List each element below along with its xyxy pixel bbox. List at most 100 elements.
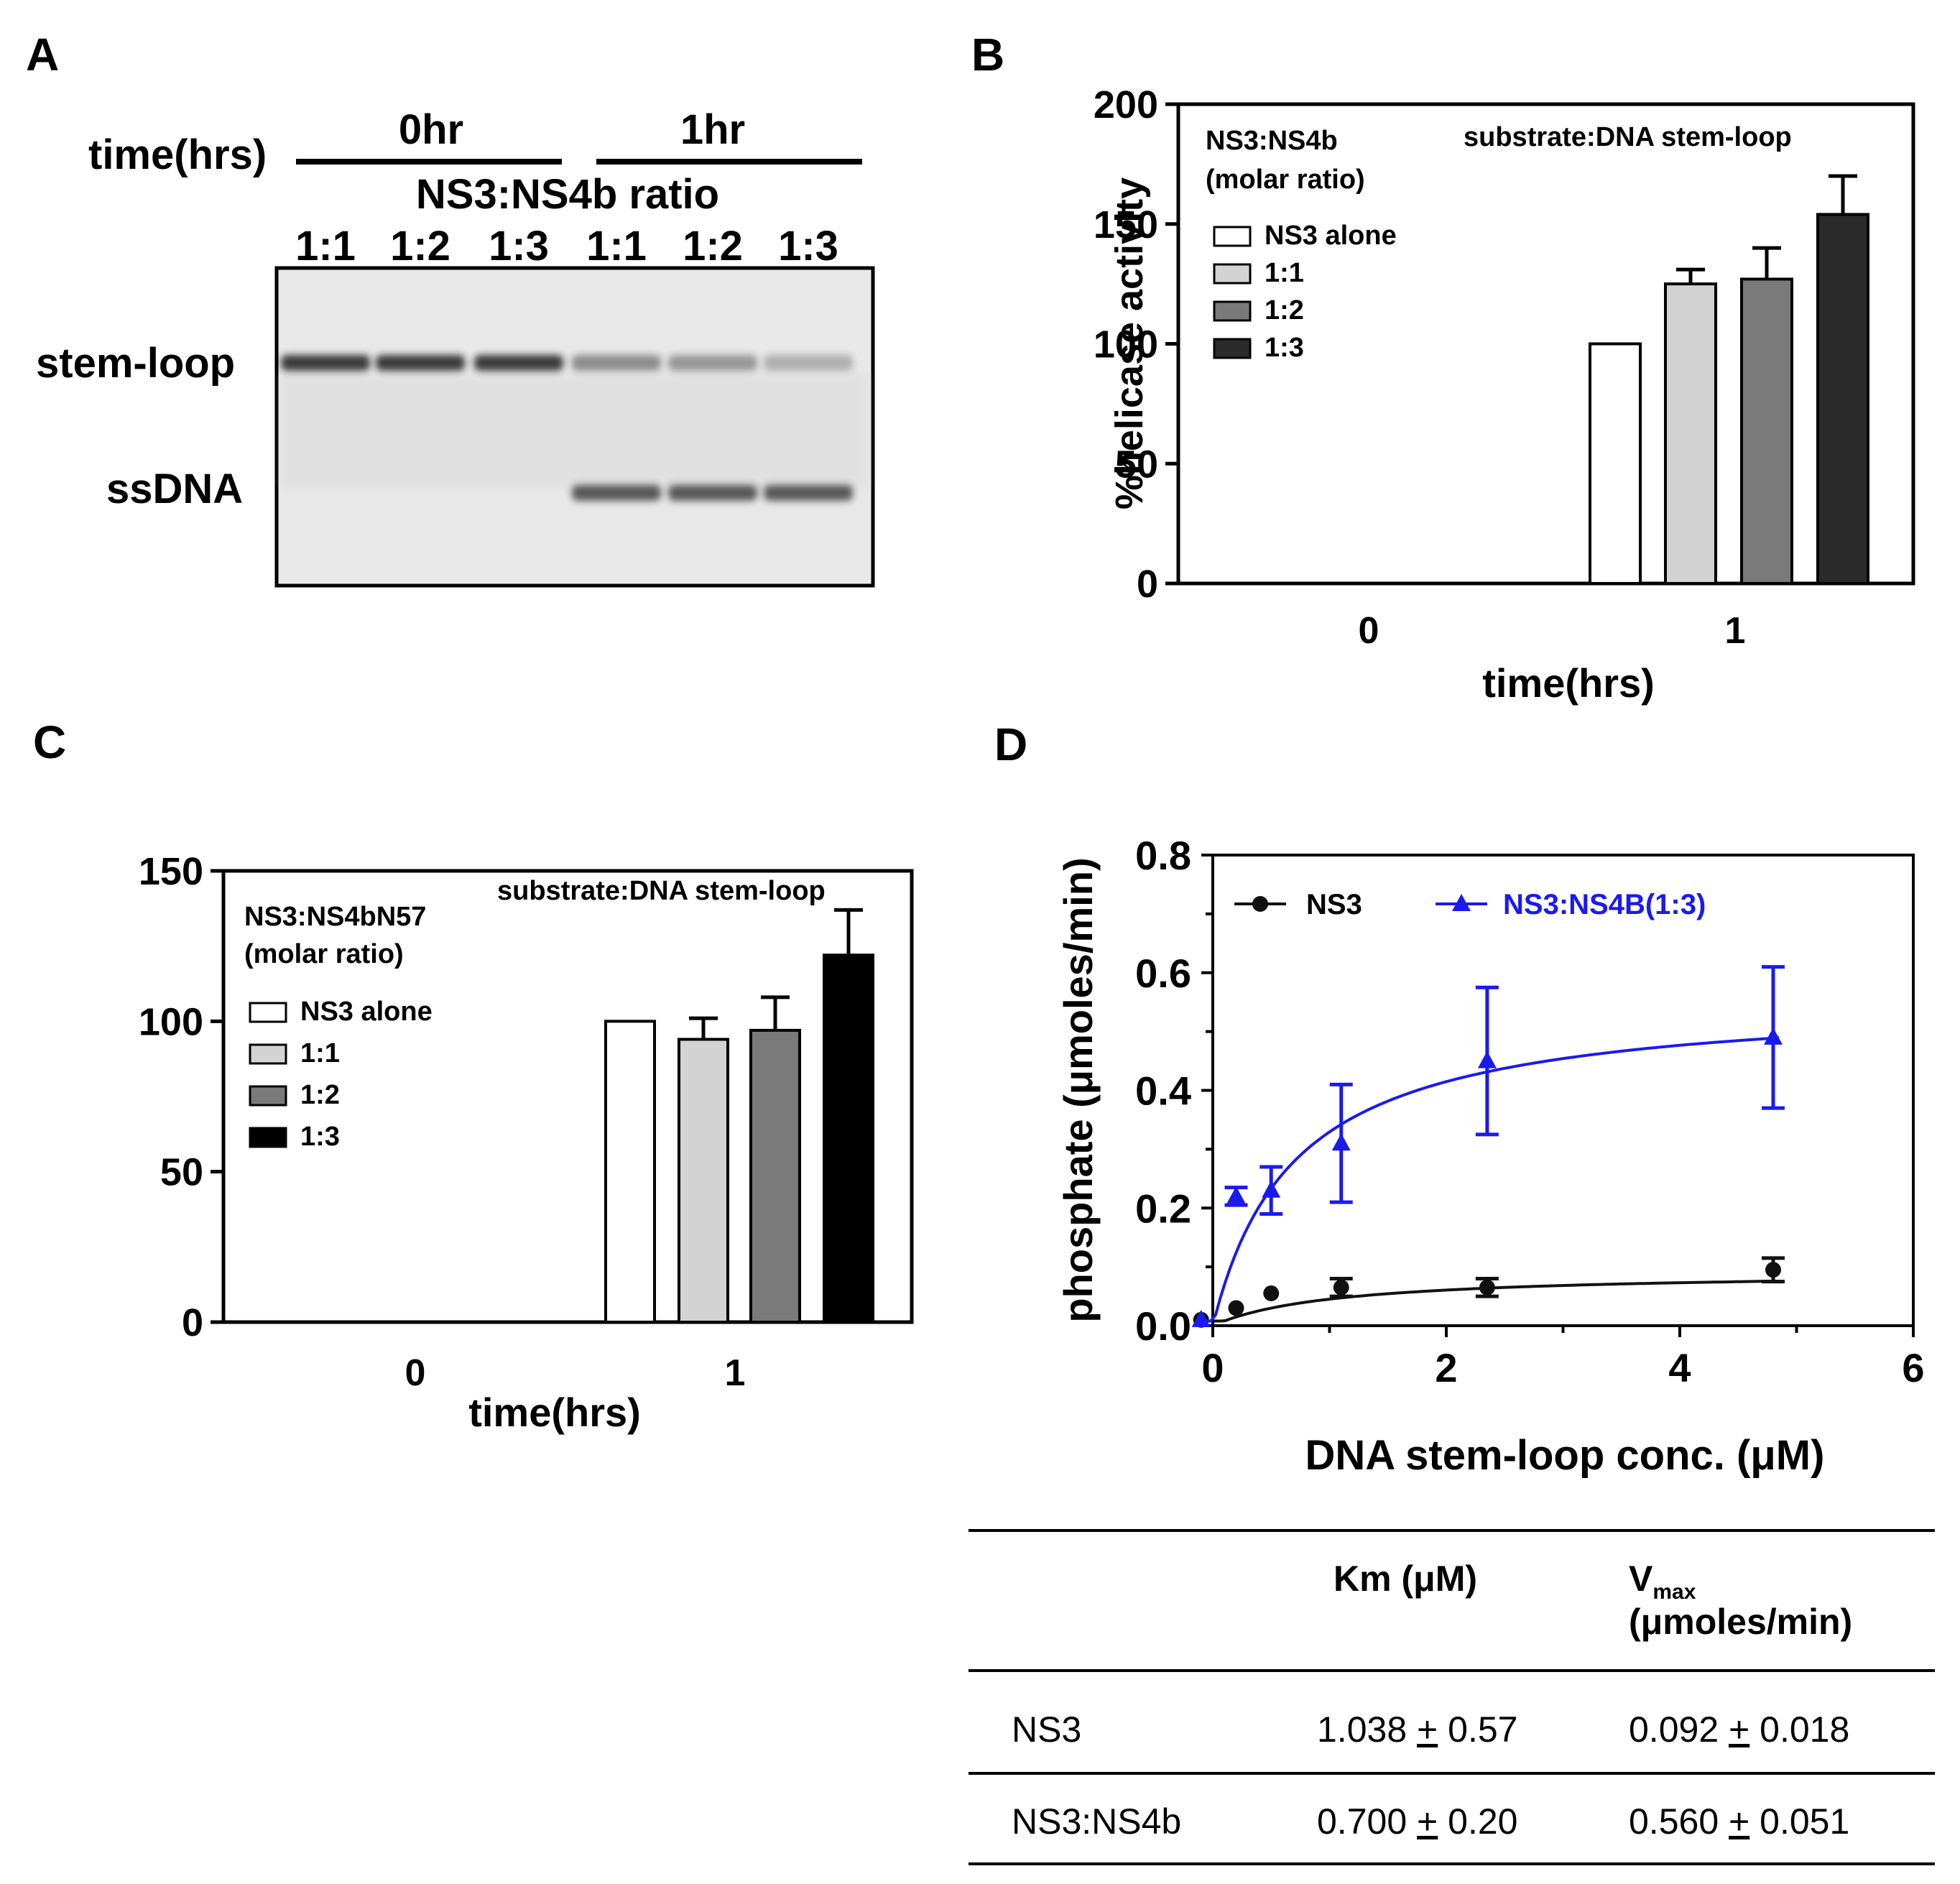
table-rule-top xyxy=(969,1529,1935,1532)
y-tick-label: 150 xyxy=(139,850,203,893)
band-label-ssdna: ssDNA xyxy=(106,466,243,512)
vmax-error: 0.018 xyxy=(1760,1709,1850,1750)
gel-band-stem-loop xyxy=(281,355,370,371)
bar-1-1 xyxy=(1664,282,1717,585)
x-tick-label: 2 xyxy=(1435,1345,1457,1390)
data-point-ns3 xyxy=(1765,1262,1781,1278)
plus-minus: + xyxy=(1417,1709,1438,1750)
data-point-ns3-ns4b xyxy=(1226,1186,1246,1204)
gel-band-ssdna xyxy=(764,485,853,501)
legend-label-ns3: NS3 xyxy=(1306,889,1362,920)
chart-d: 0 2 4 6 0.0 0.2 0.4 0.6 0.8 phosphate (μmoles/mi… xyxy=(1055,833,1925,1479)
plus-minus: + xyxy=(1729,1709,1750,1750)
legend-swatch xyxy=(249,1127,287,1148)
bar-1-2 xyxy=(749,1028,801,1324)
gel-band-ssdna xyxy=(572,485,661,501)
y-tick-label: 0.8 xyxy=(1135,833,1191,878)
y-tick-label: 100 xyxy=(1094,323,1158,366)
table-header-vmax: Vmax xyxy=(1629,1558,1696,1604)
gel-time-label: time(hrs) xyxy=(88,131,267,178)
data-point-ns3-ns4b xyxy=(1191,1309,1211,1327)
table-row-km: 1.038 + 0.57 xyxy=(1317,1709,1517,1750)
table-row-name: NS3 xyxy=(1012,1709,1082,1750)
gel-lane-label: 1:1 xyxy=(586,223,647,269)
legend-label: 1:3 xyxy=(300,1122,340,1152)
chart-c-xtick-1: 1 xyxy=(725,1352,746,1394)
bar-1-1 xyxy=(678,1038,729,1324)
chart-b-xlabel: time(hrs) xyxy=(1482,660,1655,706)
gel-ratio-title: NS3:NS4b ratio xyxy=(416,171,719,218)
legend-label: 1:1 xyxy=(300,1038,340,1068)
gel-panel: time(hrs) 0hr 1hr NS3:NS4b ratio 1:1 1:2 1… xyxy=(36,106,875,588)
vmax-value: 0.092 xyxy=(1629,1709,1719,1750)
chart-c: 0 50 100 150 0 1 time(hrs) substrate:DNA st… xyxy=(139,850,914,1435)
legend-swatch xyxy=(249,1043,287,1065)
table-header-max: max xyxy=(1652,1580,1696,1604)
chart-b-legend-title-line2: (molar ratio) xyxy=(1206,165,1365,195)
vmax-value: 0.560 xyxy=(1629,1801,1719,1842)
bar-1-3 xyxy=(823,953,874,1324)
gel-band-stem-loop xyxy=(764,355,853,371)
table-row-vmax: 0.560 + 0.051 xyxy=(1629,1801,1849,1842)
time-group-1hr: 1hr xyxy=(680,106,745,153)
bar-1-2 xyxy=(1740,277,1793,585)
y-tick-label: 0.2 xyxy=(1135,1186,1191,1231)
km-error: 0.57 xyxy=(1448,1709,1518,1750)
y-tick-label: 150 xyxy=(1094,203,1158,246)
chart-b-ylabel: %helicase activity xyxy=(1108,177,1151,509)
plus-minus: + xyxy=(1417,1801,1438,1842)
chart-d-frame xyxy=(1211,854,1915,1327)
chart-c-legend-title-line2: (molar ratio) xyxy=(244,939,404,969)
bar-1-3 xyxy=(1816,213,1869,586)
x-tick-label: 6 xyxy=(1902,1345,1924,1390)
gel-lane-label: 1:2 xyxy=(390,223,450,269)
data-point-ns3 xyxy=(1263,1285,1280,1301)
chart-c-frame xyxy=(221,869,914,1324)
gel-lane-label: 1:1 xyxy=(295,223,356,269)
km-error: 0.20 xyxy=(1448,1801,1518,1842)
gel-band-stem-loop xyxy=(668,355,757,371)
gel-lane-label: 1:3 xyxy=(778,223,838,269)
table-rule-mid xyxy=(969,1772,1935,1775)
bar-NS3-alone xyxy=(604,1020,656,1324)
chart-b-annotation: substrate:DNA stem-loop xyxy=(1464,122,1792,152)
legend-label: 1:2 xyxy=(300,1080,340,1110)
legend-swatch xyxy=(249,1085,287,1107)
panel-letter-b: B xyxy=(971,29,1004,80)
table-row-km: 0.700 + 0.20 xyxy=(1317,1801,1517,1842)
x-tick-label: 4 xyxy=(1668,1345,1691,1390)
gel-lane-label: 1:3 xyxy=(489,223,549,269)
data-point-ns3 xyxy=(1333,1279,1349,1296)
kinetics-table: Km (μM) Vmax (μmoles/min) NS3 1.038 + 0.… xyxy=(969,1529,1935,1867)
table-header-km: Km (μM) xyxy=(1333,1559,1477,1599)
legend-swatch xyxy=(1213,263,1252,285)
panel-letter-d: D xyxy=(994,719,1027,770)
bar-NS3-alone xyxy=(1589,342,1642,585)
chart-b-xtick-0: 0 xyxy=(1359,610,1379,652)
y-tick-label: 0.4 xyxy=(1135,1068,1191,1114)
data-point-ns3-ns4b xyxy=(1262,1180,1281,1198)
chart-d-ylabel: phosphate (μmoles/min) xyxy=(1055,857,1101,1322)
legend-label: 1:1 xyxy=(1265,258,1304,288)
legend-label: NS3 alone xyxy=(300,997,433,1027)
plus-minus: + xyxy=(1729,1801,1750,1842)
gel-band-stem-loop xyxy=(572,355,661,371)
chart-b-xtick-1: 1 xyxy=(1725,610,1746,652)
x-tick-label: 0 xyxy=(1201,1345,1224,1390)
y-tick-label: 100 xyxy=(139,1000,203,1043)
legend-label: 1:3 xyxy=(1265,333,1304,363)
data-point-ns3-ns4b xyxy=(1331,1133,1351,1151)
y-tick-label: 0 xyxy=(1137,563,1158,606)
chart-c-xtick-0: 0 xyxy=(405,1352,426,1394)
y-tick-label: 200 xyxy=(1094,83,1158,126)
y-tick-label: 0.6 xyxy=(1135,951,1191,996)
fit-curve-ns3-ns4b xyxy=(1201,1036,1780,1323)
data-point-ns3-ns4b xyxy=(1477,1050,1497,1068)
chart-c-annotation: substrate:DNA stem-loop xyxy=(497,876,826,906)
time-group-0hr: 0hr xyxy=(399,106,463,153)
gel-band-ssdna xyxy=(668,485,757,501)
legend-swatch xyxy=(1213,338,1252,359)
table-rule-header xyxy=(969,1669,1935,1672)
data-point-ns3-ns4b xyxy=(1764,1027,1783,1045)
